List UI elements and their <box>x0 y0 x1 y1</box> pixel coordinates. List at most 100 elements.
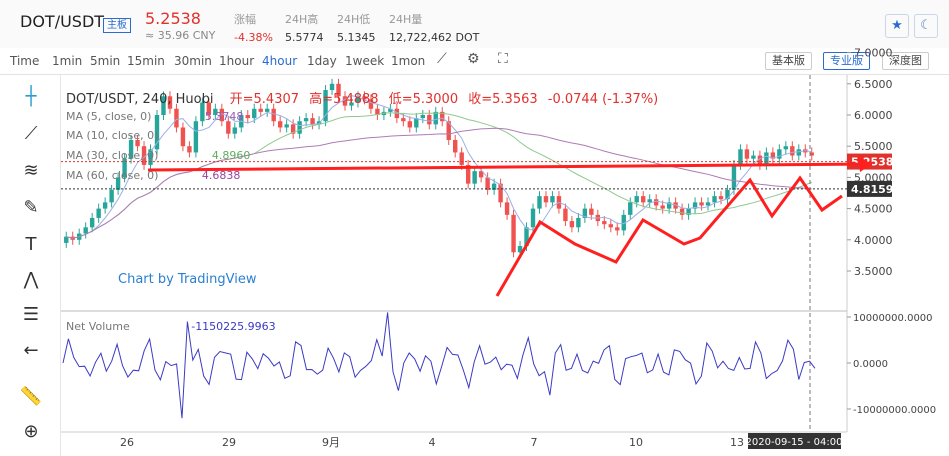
interval-time[interactable]: Time <box>10 54 40 68</box>
price-tag-label: 5.2538 <box>851 156 893 169</box>
candle-body <box>342 96 348 106</box>
candle-body <box>252 108 257 119</box>
candle-body <box>453 139 458 153</box>
zigzag-annotation <box>495 175 843 297</box>
candle-body <box>440 111 445 122</box>
crosshair-icon[interactable]: ┼ <box>25 86 37 107</box>
drawing-toolbar: ┼ ⟋ ≋ ✎ T ⋀ ☰ ← 📏 ⊕ <box>0 75 61 456</box>
candle-body <box>517 246 523 253</box>
time-tick-label: 29 <box>222 436 236 449</box>
candle-body <box>193 121 199 153</box>
star-icon[interactable]: ★ <box>885 14 909 38</box>
resistance-arrow-line <box>147 162 873 172</box>
zoom-icon[interactable]: ⊕ <box>23 421 39 442</box>
ma30-legend: MA (30, close, 0) 4.8960 <box>66 149 251 162</box>
fullscreen-icon[interactable]: ⛶ <box>498 51 508 67</box>
price-tick-label: 6.0000 <box>854 109 893 122</box>
interval-15min[interactable]: 15min <box>127 54 165 68</box>
net-volume-line <box>62 312 816 419</box>
candle-body <box>187 146 192 153</box>
candle-body <box>653 199 659 206</box>
candle-body <box>628 202 633 215</box>
candle-body <box>310 118 315 125</box>
interval-5min[interactable]: 5min <box>90 54 121 68</box>
candle-body <box>271 108 276 122</box>
candle-body <box>388 108 393 112</box>
crosshair-time-box <box>748 433 841 449</box>
ruler-icon[interactable]: 📏 <box>19 386 43 407</box>
view-pro-button[interactable]: 专业版 <box>823 52 870 70</box>
candle-body <box>323 90 328 122</box>
price-tick-label: 7.0000 <box>854 47 893 60</box>
candle-body <box>96 208 101 218</box>
candle-body <box>751 155 756 159</box>
interval-1day[interactable]: 1day <box>307 54 337 68</box>
moon-icon[interactable]: ☾ <box>914 14 938 38</box>
symbol-title: DOT/USDT <box>20 12 105 31</box>
interval-1hour[interactable]: 1hour <box>219 54 255 68</box>
trend-line-icon[interactable]: ⟋ <box>24 123 38 144</box>
candle-body <box>738 149 743 165</box>
stat-high: 24H高 5.5774 <box>285 13 324 44</box>
pattern-tool-icon[interactable]: ⋀ <box>23 269 39 290</box>
ma60-legend: MA (60, close, 0) 4.6838 <box>66 169 241 182</box>
ohlc-title: DOT/USDT, 240, Huobi <box>66 92 214 107</box>
price-tick-label: 4.5000 <box>854 203 893 216</box>
candle-body <box>615 227 620 231</box>
candle-body <box>213 108 218 115</box>
candle-body <box>569 221 575 228</box>
candle-body <box>427 115 432 125</box>
candle-body <box>744 149 750 159</box>
time-tick-label: 10 <box>629 436 643 449</box>
time-tick-label: 9月 <box>322 436 340 449</box>
candle-body <box>589 208 594 215</box>
interval-1week[interactable]: 1week <box>345 54 385 68</box>
candle-body <box>135 139 140 147</box>
candle-body <box>576 217 581 228</box>
measure-tool-icon[interactable]: ☰ <box>22 304 40 325</box>
candle-body <box>154 115 160 150</box>
interval-1mon[interactable]: 1mon <box>391 54 426 68</box>
candle-body <box>355 96 361 103</box>
fib-tool-icon[interactable]: ≋ <box>23 160 39 181</box>
settings-icon[interactable]: ⚙ <box>467 51 480 67</box>
ohlc-legend: DOT/USDT, 240, Huobi 开=5.4307 高=5.4888 低… <box>66 92 659 107</box>
candle-body <box>109 189 114 203</box>
candle-body <box>725 189 730 200</box>
ma5-line <box>66 95 812 239</box>
text-tool-icon[interactable]: T <box>25 234 37 255</box>
candle-body <box>666 202 672 209</box>
candle-body <box>258 108 263 112</box>
indicator-icon[interactable]: ⟋ <box>437 51 447 67</box>
candle-body <box>122 158 127 178</box>
time-tick-label: 26 <box>120 436 134 449</box>
price-tick-label: 3.5000 <box>854 265 893 278</box>
crosshair-time-label: 2020-09-15 - 04:00 <box>746 437 843 448</box>
candle-body <box>790 146 795 156</box>
market-header: DOT/USDT 主板 5.2538 ≈ 35.96 CNY 涨幅 -4.38% … <box>0 0 949 49</box>
candle-body <box>608 224 613 228</box>
time-tick-label: 7 <box>531 436 538 449</box>
interval-4hour[interactable]: 4hour <box>262 54 298 68</box>
time-tick-label: 13 <box>730 436 744 449</box>
interval-30min[interactable]: 30min <box>174 54 212 68</box>
candle-body <box>563 208 568 222</box>
stat-volume: 24H量 12,722,462 DOT <box>389 13 480 44</box>
interval-1min[interactable]: 1min <box>52 54 83 68</box>
candle-body <box>206 102 212 115</box>
brush-icon[interactable]: ✎ <box>23 197 39 218</box>
view-basic-button[interactable]: 基本版 <box>765 52 812 70</box>
candle-body <box>245 115 250 119</box>
board-badge: 主板 <box>103 18 131 33</box>
candle-body <box>543 196 549 203</box>
back-arrow-icon[interactable]: ← <box>23 340 39 361</box>
candle-body <box>368 99 374 109</box>
candle-body <box>161 96 166 115</box>
candle-body <box>699 202 704 206</box>
time-tick-label: 4 <box>429 436 436 449</box>
candle-body <box>504 202 510 215</box>
candle-body <box>712 196 717 203</box>
view-depth-button[interactable]: 深度图 <box>882 52 929 70</box>
candle-body <box>83 227 88 234</box>
